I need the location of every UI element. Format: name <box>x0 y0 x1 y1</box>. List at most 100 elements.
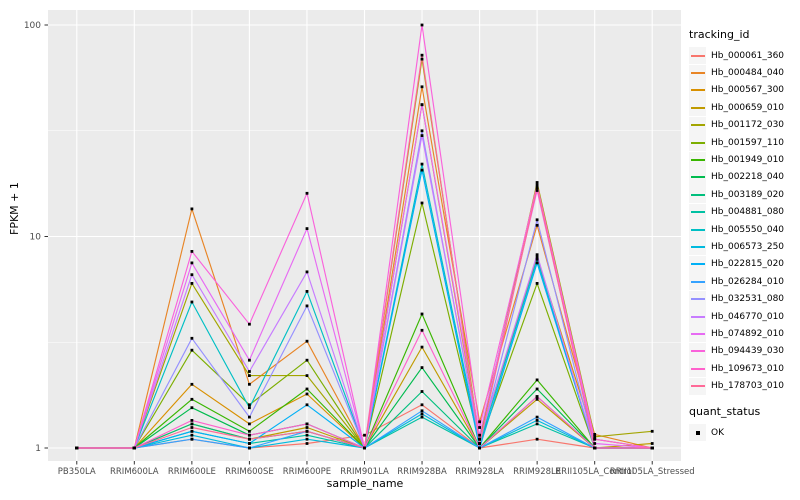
data-point <box>248 382 251 386</box>
legend-item-Hb_001172_030: Hb_001172_030 <box>689 116 799 134</box>
legend-key <box>689 290 706 308</box>
data-point <box>190 426 194 429</box>
data-point <box>535 223 539 227</box>
data-point <box>593 437 597 441</box>
legend-label: Hb_001597_110 <box>711 137 785 148</box>
legend-key <box>689 377 706 395</box>
data-point <box>190 429 194 433</box>
legend-item-Hb_001597_110: Hb_001597_110 <box>689 134 799 152</box>
data-point <box>248 415 251 419</box>
data-point <box>420 134 424 137</box>
legend-key-line <box>690 245 705 248</box>
data-point <box>650 429 654 433</box>
data-point <box>535 253 539 257</box>
legend-label: Hb_000061_360 <box>711 50 785 61</box>
legend-key <box>689 308 706 326</box>
quant-status-key <box>689 424 706 441</box>
data-point <box>248 429 251 433</box>
legend-key-line <box>690 54 705 57</box>
data-point <box>420 390 424 393</box>
legend-label: Hb_000659_010 <box>711 102 785 113</box>
data-point <box>420 415 424 419</box>
data-point <box>190 207 194 211</box>
legend-item-Hb_074892_010: Hb_074892_010 <box>689 325 799 343</box>
legend-label: Hb_001172_030 <box>711 120 785 131</box>
data-point <box>190 397 194 401</box>
legend-label: Hb_032531_080 <box>711 294 785 305</box>
data-point <box>305 387 309 391</box>
data-point <box>535 395 539 398</box>
legend-key-line <box>690 350 705 353</box>
x-tick-label: RRII105LA_Stressed <box>610 467 695 477</box>
legend-key <box>689 360 706 378</box>
data-point <box>535 419 539 422</box>
legend-key-line <box>690 89 705 92</box>
data-point <box>593 442 597 445</box>
legend-key <box>689 186 706 204</box>
data-point <box>478 420 481 424</box>
data-point <box>248 370 251 373</box>
x-tick-label: RRIM928LE <box>513 467 561 477</box>
data-point <box>535 282 539 285</box>
legend-label: Hb_000567_300 <box>711 85 785 96</box>
legend-item-Hb_005550_040: Hb_005550_040 <box>689 221 799 239</box>
data-point <box>535 189 539 192</box>
legend-label: Hb_109673_010 <box>711 363 785 374</box>
legend-key-line <box>690 263 705 266</box>
data-point <box>305 403 309 407</box>
data-point <box>420 345 424 349</box>
x-tick-label: RRIM600SE <box>225 467 274 477</box>
legend-key-line <box>690 193 705 196</box>
data-point <box>535 183 539 187</box>
legend-key-line <box>690 332 705 335</box>
legend-label: Hb_002218_040 <box>711 172 785 183</box>
legend-key-line <box>690 124 705 127</box>
data-point <box>420 328 424 332</box>
data-point <box>535 186 539 190</box>
data-point <box>248 374 251 377</box>
data-point <box>478 446 481 450</box>
legend-label: Hb_178703_010 <box>711 381 785 392</box>
legend-item-Hb_004881_080: Hb_004881_080 <box>689 203 799 221</box>
legend-item-Hb_003189_020: Hb_003189_020 <box>689 186 799 204</box>
data-point <box>535 181 539 184</box>
legend-label: Hb_006573_250 <box>711 241 785 252</box>
data-point <box>190 422 194 426</box>
legend-key <box>689 255 706 273</box>
legend-label: Hb_003189_020 <box>711 189 785 200</box>
legend-label: Hb_000484_040 <box>711 68 785 79</box>
data-point <box>650 446 654 450</box>
legend-item-Hb_026284_010: Hb_026284_010 <box>689 273 799 291</box>
legend-key-line <box>690 385 705 388</box>
data-point <box>535 397 539 401</box>
legend-key-line <box>690 159 705 162</box>
legend-item-Hb_006573_250: Hb_006573_250 <box>689 238 799 256</box>
legend-item-Hb_094439_030: Hb_094439_030 <box>689 342 799 360</box>
legend-key <box>689 99 706 117</box>
data-point <box>305 270 309 274</box>
data-point <box>248 358 251 362</box>
y-tick-label: 100 <box>24 21 41 31</box>
data-point <box>420 23 424 27</box>
legend-key-line <box>690 228 705 231</box>
data-point <box>363 433 366 437</box>
legend-items: Hb_000061_360 Hb_000484_040 Hb_000567_300 H… <box>689 47 799 395</box>
black-square-point-icon <box>695 430 700 435</box>
data-point <box>593 435 597 439</box>
data-point <box>75 446 79 450</box>
data-point <box>420 168 424 172</box>
quant-status-item: OK <box>689 424 799 441</box>
legend-label: Hb_022815_020 <box>711 259 785 270</box>
data-point <box>248 433 251 437</box>
data-point <box>190 282 194 285</box>
data-point <box>132 446 136 450</box>
data-point <box>305 429 309 433</box>
x-tick-label: RRIM600PE <box>283 467 331 477</box>
legend-label: Hb_001949_010 <box>711 155 785 166</box>
x-tick-label: RRIM600LA <box>110 467 159 477</box>
data-point <box>305 442 309 445</box>
data-point <box>305 304 309 308</box>
data-point <box>305 339 309 343</box>
legend-key <box>689 151 706 169</box>
